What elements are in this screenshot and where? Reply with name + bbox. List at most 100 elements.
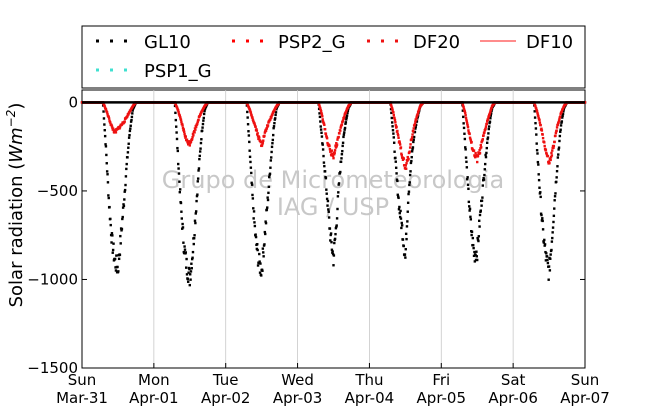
data-point [561,112,565,116]
data-point [469,137,472,141]
data-point [105,170,109,173]
y-axis: 0 −500 −1000 −1500 [27,93,585,377]
data-point [488,120,492,123]
data-point [329,233,332,237]
data-point [177,110,180,114]
data-point [489,108,492,112]
plot-area [81,89,586,369]
legend-marker [96,68,99,72]
data-point [472,149,476,152]
data-point [178,180,181,183]
data-point [261,142,264,146]
data-point [270,150,273,154]
data-point [539,195,542,199]
data-point [538,186,541,189]
data-point [339,160,343,163]
data-point [536,113,540,116]
data-point [329,232,333,235]
data-point [558,117,561,121]
data-point [557,121,560,124]
data-point [400,221,403,225]
data-point [194,210,198,213]
data-point [476,258,479,262]
data-point [200,129,204,132]
data-point [246,116,249,119]
data-point [105,162,108,165]
data-point [184,266,188,269]
data-point [467,200,471,204]
data-point [539,123,542,127]
data-point [190,262,193,265]
data-point [549,253,552,256]
data-point [109,217,112,221]
data-point [247,130,250,133]
data-point [340,123,344,126]
data-point [252,119,255,122]
data-point [410,137,413,141]
x-tick-label-date: Apr-01 [129,389,179,407]
data-point [193,131,196,134]
data-point [262,251,265,254]
data-point [552,220,555,224]
data-point [179,201,183,205]
data-point [462,107,466,111]
data-point [413,122,417,126]
data-point [198,150,202,153]
data-point [335,143,339,146]
data-point [119,234,122,238]
legend-entry-psp1-g: PSP1_G [96,61,212,82]
data-point [337,135,340,139]
data-point [533,116,537,119]
data-point [339,170,342,174]
data-point [485,122,488,125]
data-point [553,195,557,198]
data-point [119,242,122,245]
data-point [123,188,127,192]
data-point [324,132,328,136]
data-point [393,117,396,120]
data-point [541,136,545,140]
data-point [465,160,468,164]
data-point [541,228,545,231]
data-point [330,248,334,251]
data-point [270,116,273,119]
data-point [255,129,259,132]
data-point [257,137,260,141]
data-point [336,195,340,198]
data-point [390,111,393,115]
data-point [251,193,254,197]
data-point [256,132,259,135]
data-point [246,110,249,114]
data-point [487,125,491,128]
data-point [540,213,543,217]
data-point [398,211,401,215]
watermark-line-1: Grupo de Micrometeorologia [162,166,504,194]
data-point [535,110,539,113]
data-point [105,111,109,114]
data-point [409,170,412,173]
data-point [537,114,540,118]
data-point [403,253,407,256]
data-point [318,115,322,119]
data-point [272,126,275,130]
data-point [555,126,559,129]
data-point [123,198,126,201]
data-point [181,227,184,230]
data-point [480,199,484,202]
legend-label: PSP1_G [144,61,212,82]
data-point [319,128,323,131]
data-point [398,205,401,209]
data-point [547,265,551,268]
legend-marker [246,39,249,43]
data-point [396,132,399,136]
data-point [104,145,108,148]
data-point [103,129,106,132]
data-point [130,115,134,119]
data-point [393,118,397,122]
legend-entry-psp2-g: PSP2_G [232,32,346,53]
legend-label: GL10 [144,32,191,53]
data-point [538,121,542,124]
data-point [116,127,120,130]
data-point [396,179,399,183]
data-point [546,154,550,158]
